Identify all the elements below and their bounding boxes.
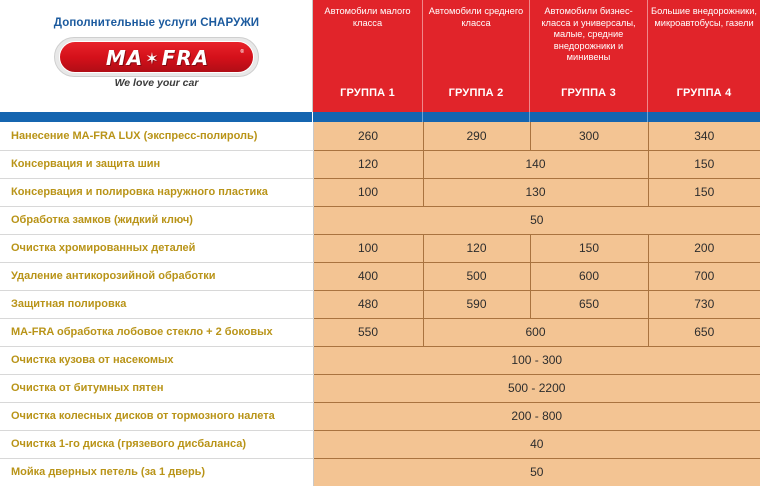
blue-divider-strip — [0, 112, 760, 122]
price-cell: 120 — [423, 234, 531, 263]
price-cell: 600 — [423, 318, 649, 347]
blue-segment-group-3 — [530, 112, 648, 122]
logo-text-left: MA — [105, 46, 144, 70]
service-name-cell: Очистка колесных дисков от тормозного на… — [0, 402, 314, 431]
table-row: Очистка от битумных пятен 500 - 2200 — [0, 374, 760, 403]
price-cell: 140 — [423, 150, 649, 179]
price-cell: 730 — [648, 290, 760, 319]
service-name-cell: Консервация и защита шин — [0, 150, 314, 179]
price-cell: 200 - 800 — [313, 402, 760, 431]
brand-cell: Дополнительные услуги СНАРУЖИ MA ✶ FRA ® W… — [0, 0, 313, 112]
logo-trademark: ® — [240, 49, 244, 55]
price-cell: 550 — [313, 318, 424, 347]
page-title: Дополнительные услуги СНАРУЖИ — [53, 17, 260, 29]
group-4-name: ГРУППА 4 — [676, 87, 732, 99]
group-3-description: Автомобили бизнес-класса и универсалы, м… — [541, 6, 636, 63]
price-cell: 130 — [423, 178, 649, 207]
logo-star-icon: ✶ — [145, 49, 160, 68]
price-cell: 700 — [648, 262, 760, 291]
table-row: Очистка хромированных деталей 100 120 150 20… — [0, 234, 760, 263]
price-cell: 500 - 2200 — [313, 374, 760, 403]
group-2-description: Автомобили среднего класса — [428, 6, 524, 28]
service-name-cell: Защитная полировка — [0, 290, 314, 319]
price-cell: 120 — [313, 150, 424, 179]
mafra-logo: MA ✶ FRA ® We love your car — [54, 37, 259, 89]
service-name-cell: Очистка от битумных пятен — [0, 374, 314, 403]
price-cell: 590 — [423, 290, 531, 319]
service-name-cell: Нанесение MA-FRA LUX (экспресс-полироль) — [0, 122, 314, 151]
price-table: Нанесение MA-FRA LUX (экспресс-полироль)… — [0, 122, 760, 486]
table-row: Нанесение MA-FRA LUX (экспресс-полироль)… — [0, 122, 760, 151]
blue-segment-group-4 — [648, 112, 760, 122]
price-cell: 50 — [313, 458, 760, 486]
price-cell: 300 — [530, 122, 649, 151]
group-3-name: ГРУППА 3 — [561, 87, 616, 99]
service-name-cell: Обработка замков (жидкий ключ) — [0, 206, 314, 235]
table-row: Очистка 1-го диска (грязевого дисбаланса… — [0, 430, 760, 459]
price-cell: 650 — [530, 290, 649, 319]
service-name-cell: Очистка 1-го диска (грязевого дисбаланса… — [0, 430, 314, 459]
price-cell: 150 — [648, 150, 760, 179]
table-row: Консервация и полировка наружного пласти… — [0, 178, 760, 207]
table-row: Удаление антикорозийной обработки 400 500 6… — [0, 262, 760, 291]
logo-tagline: We love your car — [114, 77, 199, 89]
group-4-description: Большие внедорожники, микроавтобусы, газ… — [651, 6, 758, 28]
column-header-group-4: Большие внедорожники, микроавтобусы, газ… — [648, 0, 760, 112]
blue-segment-services — [0, 112, 313, 122]
table-row: Мойка дверных петель (за 1 дверь) 50 — [0, 458, 760, 486]
column-header-group-1: Автомобили малого класса ГРУППА 1 — [313, 0, 423, 112]
service-name-cell: Мойка дверных петель (за 1 дверь) — [0, 458, 314, 486]
price-cell: 400 — [313, 262, 424, 291]
group-1-name: ГРУППА 1 — [340, 87, 395, 99]
service-name-cell: MA-FRA обработка лобовое стекло + 2 боко… — [0, 318, 314, 347]
logo-text-right: FRA — [161, 46, 210, 70]
price-table-body: Нанесение MA-FRA LUX (экспресс-полироль)… — [0, 122, 760, 486]
blue-segment-group-1 — [313, 112, 423, 122]
table-row: Обработка замков (жидкий ключ) 50 — [0, 206, 760, 235]
table-row: Очистка кузова от насекомых 100 - 300 — [0, 346, 760, 375]
price-cell: 340 — [648, 122, 760, 151]
price-cell: 480 — [313, 290, 424, 319]
table-row: Очистка колесных дисков от тормозного на… — [0, 402, 760, 431]
price-cell: 40 — [313, 430, 760, 459]
price-cell: 290 — [423, 122, 531, 151]
service-name-cell: Очистка кузова от насекомых — [0, 346, 314, 375]
price-cell: 260 — [313, 122, 424, 151]
price-cell: 150 — [648, 178, 760, 207]
table-row: Защитная полировка 480 590 650 730 — [0, 290, 760, 319]
price-cell: 50 — [313, 206, 760, 235]
price-cell: 100 - 300 — [313, 346, 760, 375]
column-header-group-3: Автомобили бизнес-класса и универсалы, м… — [530, 0, 648, 112]
service-name-cell: Удаление антикорозийной обработки — [0, 262, 314, 291]
table-row: Консервация и защита шин 120 140 150 — [0, 150, 760, 179]
column-header-group-2: Автомобили среднего класса ГРУППА 2 — [423, 0, 530, 112]
group-2-name: ГРУППА 2 — [448, 87, 504, 99]
price-cell: 600 — [530, 262, 649, 291]
service-name-cell: Очистка хромированных деталей — [0, 234, 314, 263]
price-cell: 150 — [530, 234, 649, 263]
blue-segment-group-2 — [423, 112, 530, 122]
price-cell: 200 — [648, 234, 760, 263]
price-cell: 100 — [313, 178, 424, 207]
price-cell: 100 — [313, 234, 424, 263]
logo-inner-pill: MA ✶ FRA ® — [59, 41, 254, 73]
logo-wordmark: MA ✶ FRA — [60, 48, 255, 69]
price-cell: 500 — [423, 262, 531, 291]
table-row: MA-FRA обработка лобовое стекло + 2 боко… — [0, 318, 760, 347]
group-1-description: Автомобили малого класса — [324, 6, 411, 28]
table-header-band: Дополнительные услуги СНАРУЖИ MA ✶ FRA ® W… — [0, 0, 760, 112]
price-cell: 650 — [648, 318, 760, 347]
service-name-cell: Консервация и полировка наружного пласти… — [0, 178, 314, 207]
